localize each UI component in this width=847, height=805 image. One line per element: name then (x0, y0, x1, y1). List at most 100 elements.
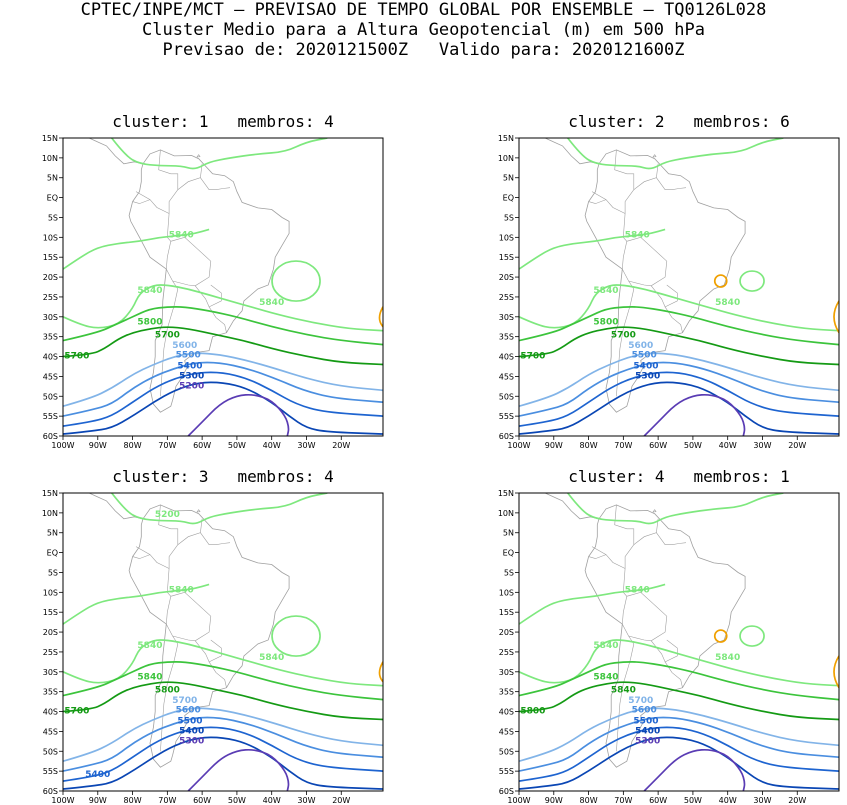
contour-label: 5700 (628, 696, 653, 706)
contour-5400 (519, 726, 839, 782)
lat-tick-label: 40S (43, 353, 58, 362)
contour-5840 (519, 284, 839, 332)
lat-tick-label: 45S (43, 727, 58, 736)
contour-label: 5500 (177, 716, 202, 726)
contour-5500 (519, 361, 839, 417)
contour-label: 5300 (179, 371, 204, 381)
coastline (128, 149, 290, 413)
lon-tick-label: 80W (124, 796, 142, 805)
lon-tick-label: 90W (89, 441, 107, 450)
lon-tick-label: 60W (649, 796, 667, 805)
contour-label: 5840 (625, 230, 650, 240)
header-title: CPTEC/INPE/MCT – PREVISAO DE TEMPO GLOBA… (80, 0, 767, 20)
lat-tick-label: 5S (504, 568, 514, 577)
contour-5840 (519, 583, 666, 625)
lon-tick-label: 50W (684, 796, 702, 805)
lon-tick-label: 90W (545, 796, 563, 805)
contour-label: 5400 (85, 770, 110, 780)
map-frame (518, 492, 840, 792)
lon-tick-label: 30W (753, 796, 771, 805)
lat-tick-label: 55S (499, 412, 514, 421)
lat-tick-label: 15S (43, 253, 58, 262)
lat-tick-label: 35S (43, 688, 58, 697)
contour-label: 5300 (635, 371, 660, 381)
lat-tick-label: 20S (43, 628, 58, 637)
map-panel-1: 5840584058405800570057005600550054005300… (42, 134, 384, 450)
contour-label: 5840 (137, 286, 162, 296)
lon-tick-label: 30W (297, 796, 315, 805)
lon-tick-label: 60W (649, 441, 667, 450)
lon-tick-label: 100W (51, 441, 74, 450)
contour-label: 5840 (715, 298, 740, 308)
lat-tick-label: EQ (47, 194, 58, 203)
lon-tick-label: 60W (193, 796, 211, 805)
contour-5840 (567, 493, 784, 525)
contour-label: 5700 (172, 696, 197, 706)
contour-5840-high (739, 270, 765, 292)
lat-tick-label: 10S (43, 233, 58, 242)
contour-label: 5800 (155, 685, 180, 695)
lon-tick-label: 90W (89, 796, 107, 805)
contour-label: 5840 (593, 673, 618, 683)
contour-5300 (63, 381, 383, 435)
contour-label: 5840 (593, 286, 618, 296)
lon-tick-label: 40W (263, 796, 281, 805)
lat-tick-label: 15N (498, 134, 514, 143)
header-dates: Previsao de: 2020121500Z Valido para: 20… (162, 40, 685, 60)
contour-5500 (519, 716, 839, 772)
contour-label: 5700 (64, 352, 89, 362)
lat-tick-label: 30S (43, 313, 58, 322)
panel-title-2: cluster: 2 membros: 6 (568, 112, 790, 131)
contour-label: 5400 (635, 726, 660, 736)
lat-tick-label: 55S (499, 767, 514, 776)
contour-label: 5200 (179, 381, 204, 391)
lon-tick-label: 100W (507, 796, 530, 805)
lon-tick-label: 20W (788, 796, 806, 805)
lat-tick-label: 55S (43, 412, 58, 421)
contour-5700 (63, 326, 383, 366)
contour-label: 5500 (632, 351, 657, 361)
contour-5300 (63, 736, 383, 790)
contour-label: 5700 (611, 330, 636, 340)
lon-tick-label: 30W (753, 441, 771, 450)
contour-5840 (63, 228, 210, 270)
contour-5500 (63, 361, 383, 417)
lat-tick-label: 10N (498, 154, 514, 163)
map-frame (62, 137, 384, 437)
lat-tick-label: EQ (47, 549, 58, 558)
lat-tick-label: 10S (43, 588, 58, 597)
contour-5600 (63, 352, 383, 408)
coastline (128, 504, 290, 768)
contour-5840-high (271, 260, 321, 302)
lat-tick-label: 30S (43, 668, 58, 677)
contour-5400 (519, 371, 839, 427)
lat-tick-label: 10N (42, 509, 58, 518)
contour-warm-edge (378, 306, 383, 328)
map-panel-4: 5840 5840 5840 5840 5840 5800 5700560055005400… (498, 489, 840, 805)
contour-5800 (63, 306, 383, 346)
contour-label: 5600 (628, 341, 653, 351)
lat-tick-label: 40S (43, 708, 58, 717)
contour-5800 (519, 306, 839, 346)
contour-label: 5840 (715, 653, 740, 663)
panel-title-1: cluster: 1 membros: 4 (112, 112, 334, 131)
lat-tick-label: EQ (503, 549, 514, 558)
contour-label: 5700 (155, 330, 180, 340)
lon-tick-label: 60W (193, 441, 211, 450)
lat-tick-label: 10S (499, 233, 514, 242)
contour-label: 5840 (137, 673, 162, 683)
contour-label: 5840 (169, 230, 194, 240)
lat-tick-label: 30S (499, 668, 514, 677)
contour-5700 (519, 681, 839, 721)
contour-5200 (187, 748, 290, 791)
contour-5600 (519, 352, 839, 408)
lat-tick-label: 5N (47, 529, 58, 538)
lat-tick-label: 10S (499, 588, 514, 597)
contour-5800 (63, 661, 383, 701)
contour-label: 5500 (176, 351, 201, 361)
contour-label: 5300 (179, 736, 204, 746)
lat-tick-label: 15S (499, 253, 514, 262)
contour-5400 (63, 726, 383, 782)
lat-tick-label: 45S (43, 372, 58, 381)
lat-tick-label: 50S (43, 392, 58, 401)
